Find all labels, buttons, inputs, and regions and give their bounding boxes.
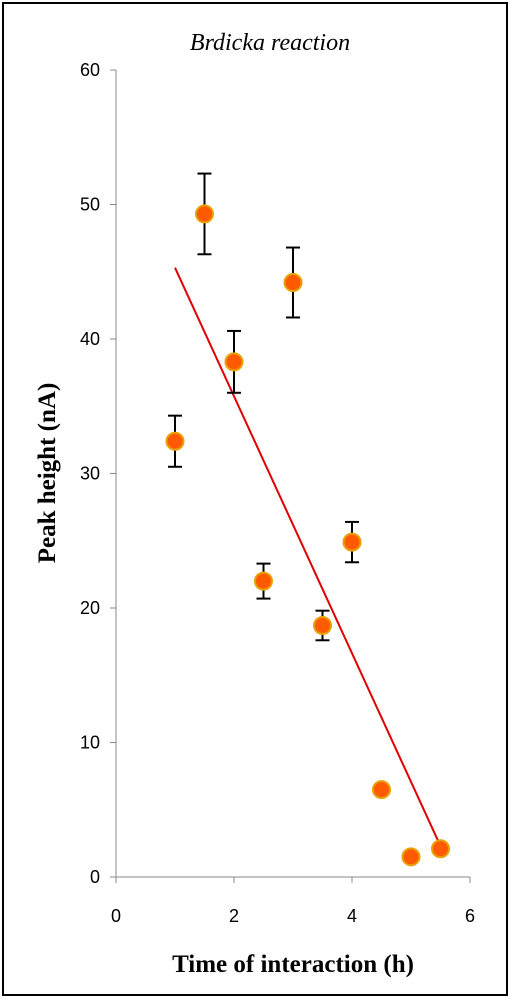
y-axis-label: Peak height (nA)	[34, 383, 61, 564]
data-point	[283, 273, 303, 293]
x-tick-label: 0	[111, 906, 121, 926]
data-point	[372, 780, 391, 800]
trendline	[174, 267, 442, 847]
data-points	[165, 204, 450, 867]
data-point	[431, 839, 450, 859]
tick-labels: 0 10 20 30 40 50 60 0 2 4 6	[80, 60, 475, 926]
x-tick-label: 4	[347, 906, 357, 926]
y-tick-label: 40	[80, 329, 100, 349]
y-tick-label: 20	[80, 598, 100, 618]
x-tick-label: 6	[465, 906, 475, 926]
data-point	[313, 615, 332, 635]
axes	[110, 69, 471, 883]
y-tick-label: 0	[90, 867, 100, 887]
data-point	[401, 847, 421, 867]
data-point	[254, 571, 273, 591]
chart-title: Brdicka reaction	[190, 30, 350, 56]
y-tick-label: 60	[80, 60, 100, 80]
y-tick-label: 10	[80, 733, 100, 753]
y-tick-label: 30	[80, 464, 100, 484]
x-axis-label: Time of interaction (h)	[172, 951, 414, 978]
data-point	[224, 352, 244, 372]
trendline-group	[174, 267, 442, 847]
y-tick-label: 50	[80, 195, 100, 215]
data-point	[342, 532, 362, 552]
data-point	[165, 431, 185, 451]
x-tick-label: 2	[229, 906, 239, 926]
error-bars	[168, 172, 448, 860]
data-point	[195, 204, 214, 224]
